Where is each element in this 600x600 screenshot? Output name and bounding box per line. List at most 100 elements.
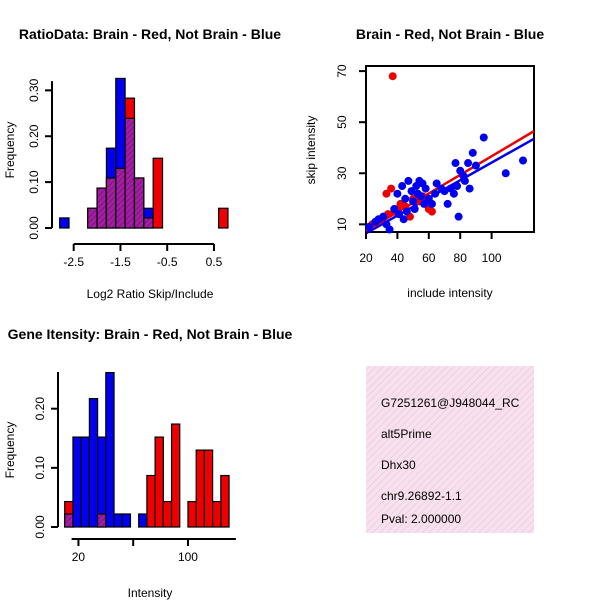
intensity-histogram-bars [64, 371, 230, 528]
scatter-point-blue [471, 161, 480, 170]
scatter-y-tick-label: 70 [335, 64, 349, 78]
intensity-histogram-title: Gene Itensity: Brain - Red, Not Brain - … [8, 326, 293, 342]
ratio-histogram-y-tick-label: 0.20 [27, 124, 41, 148]
info-panel-background [366, 366, 534, 533]
scatter-point-blue [479, 133, 488, 142]
scatter-point-blue [449, 189, 458, 198]
info-probe-id: G7251261@J948044_RC [381, 396, 520, 410]
scatter-point-blue [385, 225, 394, 234]
scatter-plot: Brain - Red, Not Brain - Blue 20 40 60 80 10… [304, 26, 544, 300]
scatter-point-blue [427, 199, 436, 208]
ratio-histogram-y-tick-label: 0.00 [27, 216, 41, 240]
scatter-point-blue [393, 189, 402, 198]
scatter-point-blue [398, 182, 407, 191]
ratio-histogram-bar-overlap [105, 177, 117, 229]
ratio-histogram-bar-overlap [96, 187, 108, 229]
intensity-histogram-bar-blue [105, 371, 115, 528]
scatter-fit-lines [365, 130, 535, 235]
ratio-histogram-title: RatioData: Brain - Red, Not Brain - Blue [19, 26, 281, 42]
info-pval: Pval: 2.000000 [381, 512, 461, 526]
scatter-x-tick-label: 100 [482, 251, 502, 265]
info-locus: chr9.26892-1.1 [381, 489, 462, 503]
intensity-histogram-x-tick-label: 100 [178, 550, 198, 564]
intensity-histogram-bar-red [162, 500, 173, 528]
ratio-histogram-x-tick-label: -1.5 [110, 255, 131, 269]
scatter-point-blue [460, 176, 469, 185]
scatter-point-blue [379, 212, 388, 221]
intensity-histogram-bar-overlap [64, 513, 74, 528]
scatter-point-blue [365, 222, 374, 231]
scatter-point-blue [409, 197, 418, 206]
intensity-histogram: Gene Itensity: Brain - Red, Not Brain - … [3, 326, 293, 600]
scatter-point-red [382, 189, 391, 198]
scatter-point-red [388, 72, 397, 81]
ratio-histogram: RatioData: Brain - Red, Not Brain - Blue… [3, 26, 281, 301]
scatter-point-blue [421, 184, 430, 193]
ratio-histogram-bars [59, 77, 229, 229]
scatter-point-blue [407, 187, 416, 196]
scatter-point-red [387, 184, 396, 193]
scatter-point-blue [410, 205, 419, 214]
scatter-point-blue [431, 189, 440, 198]
info-gene-name: Dhx30 [381, 458, 416, 472]
ratio-histogram-y-tick-label: 0.30 [27, 78, 41, 102]
scatter-y-tick-label: 50 [335, 115, 349, 129]
scatter-point-blue [420, 199, 429, 208]
scatter-point-blue [432, 179, 441, 188]
intensity-histogram-bar-red [195, 449, 206, 528]
info-panel: G7251261@J948044_RC alt5Prime Dhx30 chr9… [366, 366, 534, 533]
scatter-x-tick-label: 60 [422, 251, 436, 265]
scatter-axes: 20 40 60 80 100 10 30 50 70 [335, 64, 502, 265]
ratio-histogram-y-tick-label: 0.10 [27, 170, 41, 194]
scatter-point-blue [402, 207, 411, 216]
intensity-histogram-bar-red [212, 500, 222, 528]
scatter-frame [365, 65, 535, 233]
scatter-point-blue [464, 159, 473, 168]
intensity-histogram-bar-red [187, 500, 197, 528]
scatter-point-blue [451, 159, 460, 168]
ratio-histogram-axes: -2.5 -1.5 -0.5 0.5 0.00 0.10 0.20 0.30 [27, 78, 223, 269]
scatter-point-red [427, 207, 436, 216]
intensity-histogram-bar-blue [113, 513, 123, 528]
intensity-histogram-xlabel: Intensity [128, 586, 173, 600]
ratio-histogram-bar-blue [59, 217, 70, 229]
intensity-histogram-bar-red [170, 423, 181, 528]
ratio-histogram-bar-red [152, 157, 164, 229]
intensity-histogram-bar-red [154, 436, 164, 528]
intensity-histogram-x-tick-label: 20 [72, 550, 86, 564]
scatter-point-blue [454, 212, 463, 221]
ratio-histogram-x-tick-label: -0.5 [157, 255, 178, 269]
scatter-point-blue [453, 182, 462, 191]
scatter-point-blue [468, 148, 477, 157]
scatter-point-blue [401, 194, 410, 203]
scatter-point-red [396, 199, 405, 208]
intensity-histogram-bar-blue [88, 398, 99, 528]
scatter-x-tick-label: 20 [359, 251, 373, 265]
intensity-histogram-bar-blue [72, 436, 82, 528]
scatter-xlabel: include intensity [407, 286, 492, 300]
intensity-histogram-ylabel: Frequency [3, 422, 17, 479]
scatter-point-blue [416, 192, 425, 201]
intensity-histogram-axes: 20 100 0.00 0.10 0.20 [33, 372, 236, 564]
intensity-histogram-y-tick-label: 0.10 [33, 456, 47, 480]
scatter-point-blue [440, 187, 449, 196]
intensity-histogram-bar-red [203, 449, 214, 528]
ratio-histogram-xlabel: Log2 Ratio Skip/Include [87, 287, 214, 301]
ratio-histogram-bar-overlap [87, 207, 98, 229]
scatter-point-blue [465, 184, 474, 193]
ratio-histogram-bar-overlap [143, 217, 154, 229]
scatter-title: Brain - Red, Not Brain - Blue [356, 26, 544, 42]
scatter-point-blue [501, 169, 510, 178]
ratio-histogram-ylabel: Frequency [3, 122, 17, 179]
scatter-point-blue [519, 156, 528, 165]
intensity-histogram-bar-red [146, 474, 156, 528]
scatter-ylabel: skip intensity [304, 116, 318, 185]
ratio-histogram-bar-overlap [133, 177, 145, 229]
scatter-point-blue [390, 205, 399, 214]
scatter-x-tick-label: 80 [454, 251, 468, 265]
ratio-histogram-x-tick-label: 0.5 [206, 255, 223, 269]
scatter-points [365, 72, 528, 234]
intensity-histogram-bar-blue [138, 513, 148, 528]
scatter-y-tick-label: 30 [335, 166, 349, 180]
